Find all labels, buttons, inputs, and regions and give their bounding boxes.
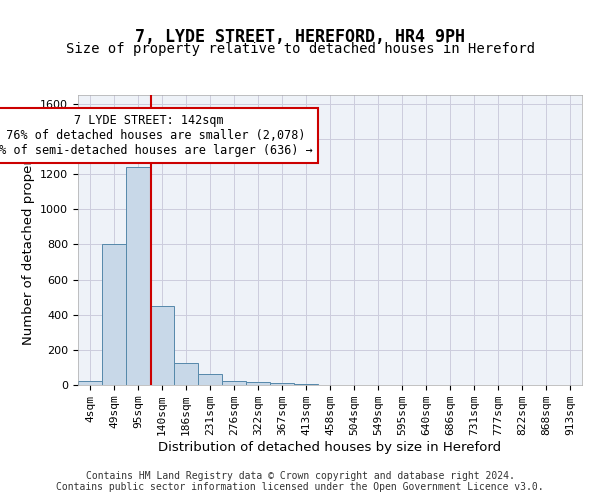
X-axis label: Distribution of detached houses by size in Hereford: Distribution of detached houses by size … bbox=[158, 441, 502, 454]
Y-axis label: Number of detached properties: Number of detached properties bbox=[22, 135, 35, 345]
Bar bbox=[126, 167, 150, 385]
Bar bbox=[294, 384, 318, 385]
Bar bbox=[246, 382, 270, 385]
Bar bbox=[198, 374, 222, 385]
Text: 7, LYDE STREET, HEREFORD, HR4 9PH: 7, LYDE STREET, HEREFORD, HR4 9PH bbox=[135, 28, 465, 46]
Text: 7 LYDE STREET: 142sqm
← 76% of detached houses are smaller (2,078)
23% of semi-d: 7 LYDE STREET: 142sqm ← 76% of detached … bbox=[0, 114, 313, 158]
Bar bbox=[150, 306, 174, 385]
Bar bbox=[222, 380, 246, 385]
Bar bbox=[174, 363, 198, 385]
Bar bbox=[78, 380, 102, 385]
Text: Size of property relative to detached houses in Hereford: Size of property relative to detached ho… bbox=[65, 42, 535, 56]
Bar bbox=[102, 244, 126, 385]
Text: Contains HM Land Registry data © Crown copyright and database right 2024.
Contai: Contains HM Land Registry data © Crown c… bbox=[56, 471, 544, 492]
Bar bbox=[270, 383, 294, 385]
